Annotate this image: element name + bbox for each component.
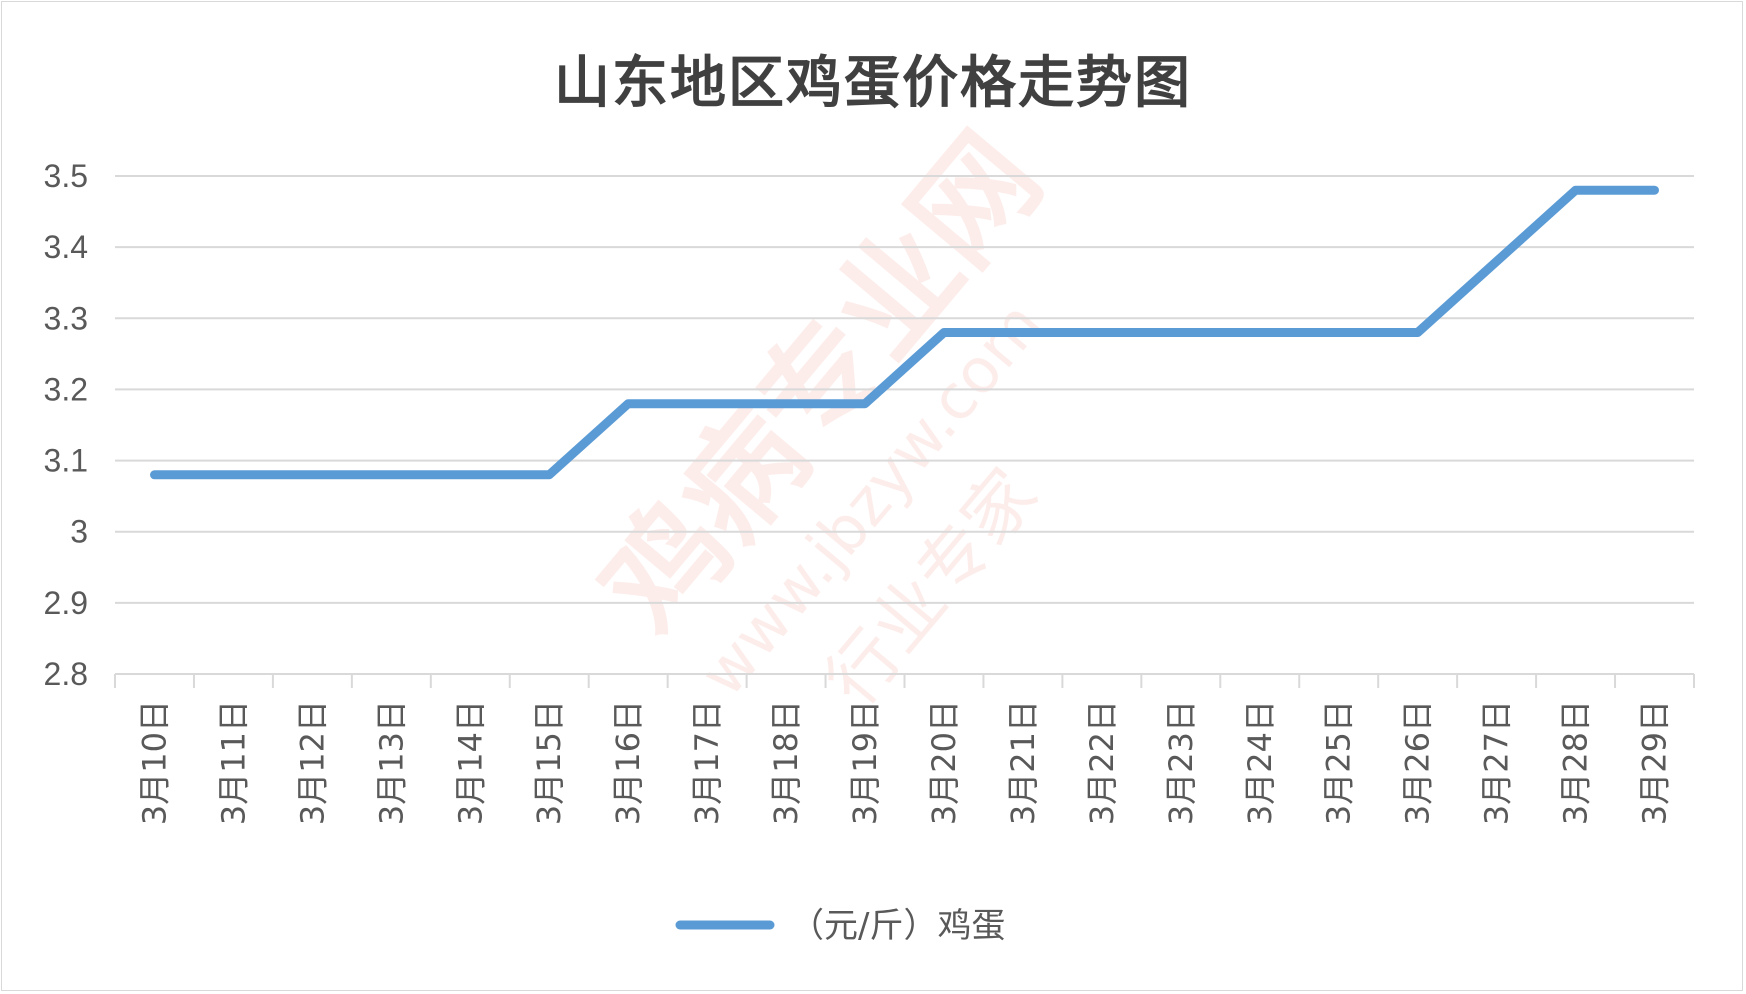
x-tick-label: 3月16日 [609,700,647,825]
x-tick-label: 3月29日 [1636,700,1674,825]
series-line [150,185,1659,480]
x-tick-label: 3月18日 [767,700,805,825]
x-tick-label: 3月26日 [1399,700,1437,825]
x-tick-label: 3月23日 [1162,700,1200,825]
x-tick-label: 3月14日 [451,700,489,825]
y-axis: 2.8 2.9 3 3.1 3.2 3.3 3.4 3.5 [44,158,88,692]
x-tick-label: 3月28日 [1557,700,1595,825]
x-tick-label: 3月11日 [214,700,252,825]
x-axis [114,673,1695,688]
x-tick-label: 3月25日 [1320,700,1358,825]
x-tick-labels: 3月10日 3月11日 3月12日 3月13日 3月14日 3月15日 3月16日 3月17日… [135,700,1673,825]
x-tick-label: 3月27日 [1478,700,1516,825]
x-tick-label: 3月20日 [925,700,963,825]
chart-title: 山东地区鸡蛋价格走势图 [554,50,1192,116]
x-tick-label: 3月13日 [372,700,410,825]
y-tick-label: 2.9 [44,585,88,621]
series-layer [150,185,1659,480]
legend-label: （元/斤）鸡蛋 [790,906,1005,946]
x-tick-label: 3月10日 [135,700,173,825]
y-tick-label: 3 [70,514,88,550]
x-tick-label: 3月19日 [846,700,884,825]
x-tick-label: 3月12日 [293,700,331,825]
y-tick-label: 3.5 [44,158,88,194]
y-tick-label: 3.2 [44,371,88,407]
watermark: 鸡病专业网 www.jbzyw.com 行业专家 [576,110,1068,721]
y-tick-label: 3.1 [44,443,88,479]
y-tick-label: 3.3 [44,300,88,336]
x-tick-label: 3月17日 [688,700,726,825]
x-tick-label: 3月15日 [530,700,568,825]
x-tick-label: 3月22日 [1083,700,1121,825]
x-tick-label: 3月24日 [1241,700,1279,825]
x-tick-label: 3月21日 [1004,700,1042,825]
y-tick-label: 2.8 [44,656,88,692]
legend: （元/斤）鸡蛋 [675,906,1005,946]
y-tick-label: 3.4 [44,229,88,265]
